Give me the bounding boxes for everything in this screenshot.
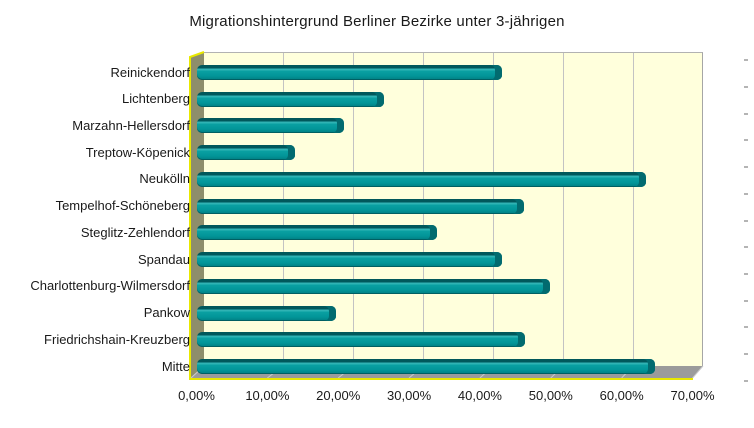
right-interval-tick [744, 85, 748, 88]
right-interval-tick [744, 379, 748, 382]
gridline [563, 53, 564, 367]
right-interval-tick [744, 192, 748, 195]
bar-reinickendorf [197, 65, 502, 80]
x-tick-label: 0,00% [178, 388, 215, 403]
bar-tempelhof-sch-neberg [197, 198, 524, 214]
right-interval-tick [744, 326, 748, 329]
category-label-charlottenburg-wilmersdorf: Charlottenburg-Wilmersdorf [30, 278, 190, 294]
category-label-steglitz-zehlendorf: Steglitz-Zehlendorf [80, 224, 190, 240]
bar-mitte [197, 359, 655, 375]
right-interval-tick [744, 112, 748, 115]
chart-title: Migrationshintergrund Berliner Bezirke u… [189, 13, 565, 30]
x-tick-label: 20,00% [316, 388, 361, 403]
bar-marzahn-hellersdorf [197, 118, 345, 134]
right-interval-tick [744, 246, 748, 249]
right-interval-tick [744, 272, 748, 275]
category-label-tempelhof-sch-neberg: Tempelhof-Schöneberg [55, 198, 190, 214]
category-label-spandau: Spandau [137, 251, 190, 267]
x-tick-label: 60,00% [599, 388, 644, 403]
bar-neuk-lln [197, 171, 647, 187]
bar-treptow-k-penick [197, 145, 296, 161]
bar-pankow [197, 305, 336, 321]
category-label-reinickendorf: Reinickendorf [110, 64, 191, 80]
right-interval-tick [744, 219, 748, 222]
category-label-mitte: Mitte [161, 358, 190, 374]
category-label-lichtenberg: Lichtenberg [122, 91, 190, 107]
category-label-marzahn-hellersdorf: Marzahn-Hellersdorf [72, 117, 190, 133]
right-interval-tick [744, 166, 748, 169]
right-interval-tick [744, 139, 748, 142]
bar-lichtenberg [197, 91, 385, 107]
category-label-neuk-lln: Neukölln [139, 171, 190, 187]
x-tick-label: 50,00% [528, 388, 573, 403]
category-label-friedrichshain-kreuzberg: Friedrichshain-Kreuzberg [44, 331, 190, 347]
x-tick-label: 30,00% [387, 388, 432, 403]
x-tick-label: 40,00% [457, 388, 502, 403]
right-interval-tick [744, 59, 748, 62]
bar-steglitz-zehlendorf [197, 225, 437, 241]
bar-friedrichshain-kreuzberg [197, 332, 526, 348]
x-tick-label: 10,00% [245, 388, 290, 403]
right-interval-tick [744, 299, 748, 302]
bar-spandau [197, 252, 502, 268]
category-label-pankow: Pankow [143, 305, 190, 321]
bar-charlottenburg-wilmersdorf [197, 278, 550, 294]
gridline [633, 53, 634, 367]
x-tick-label: 70,00% [670, 388, 715, 403]
right-interval-tick [744, 353, 748, 356]
category-label-treptow-k-penick: Treptow-Köpenick [85, 144, 190, 160]
